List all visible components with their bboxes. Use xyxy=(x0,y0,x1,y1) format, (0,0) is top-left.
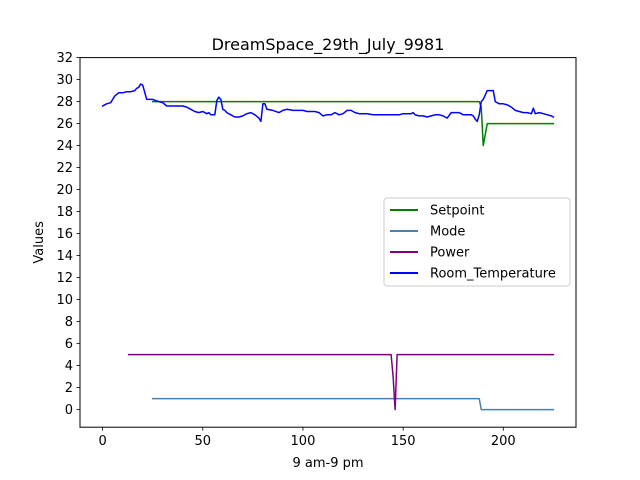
y-tick-label: 18 xyxy=(56,205,73,220)
y-tick-label: 26 xyxy=(56,117,73,132)
y-tick-label: 16 xyxy=(56,227,73,242)
y-tick-label: 8 xyxy=(65,315,73,330)
y-tick-label: 32 xyxy=(56,51,73,66)
x-tick-label: 100 xyxy=(291,434,316,449)
series-line-power xyxy=(127,353,555,411)
x-tick-label: 150 xyxy=(391,434,416,449)
legend-label: Setpoint xyxy=(430,204,485,219)
chart-title: DreamSpace_29th_July_9981 xyxy=(212,35,445,55)
x-axis-label: 9 am-9 pm xyxy=(292,456,363,471)
y-tick-label: 10 xyxy=(56,293,73,308)
y-tick-label: 14 xyxy=(56,249,73,264)
x-tick-label: 50 xyxy=(195,434,212,449)
y-tick-label: 12 xyxy=(56,271,73,286)
plot-area xyxy=(101,83,555,411)
y-tick-label: 22 xyxy=(56,161,73,176)
series-line-mode xyxy=(151,397,555,411)
legend-label: Power xyxy=(430,246,470,261)
y-tick-label: 28 xyxy=(56,95,73,110)
y-axis-label: Values xyxy=(32,221,47,264)
axis-ticks: 0 50 100 150 2000246810121416182022242628303… xyxy=(56,51,515,449)
legend-box xyxy=(383,197,571,287)
x-tick-label: 0 xyxy=(98,434,106,449)
legend: Setpoint Mode Power Room_Temperature xyxy=(383,197,571,287)
y-tick-label: 24 xyxy=(56,139,73,154)
series-line-room-temperature xyxy=(101,83,555,123)
y-tick-label: 4 xyxy=(65,359,73,374)
legend-label: Mode xyxy=(430,225,465,240)
y-tick-label: 30 xyxy=(56,73,73,88)
y-tick-label: 20 xyxy=(56,183,73,198)
y-tick-label: 0 xyxy=(65,403,73,418)
x-tick-label: 200 xyxy=(491,434,516,449)
axes-frame xyxy=(79,57,577,428)
y-tick-label: 2 xyxy=(65,381,73,396)
legend-label: Room_Temperature xyxy=(430,267,556,282)
y-tick-label: 6 xyxy=(65,337,73,352)
